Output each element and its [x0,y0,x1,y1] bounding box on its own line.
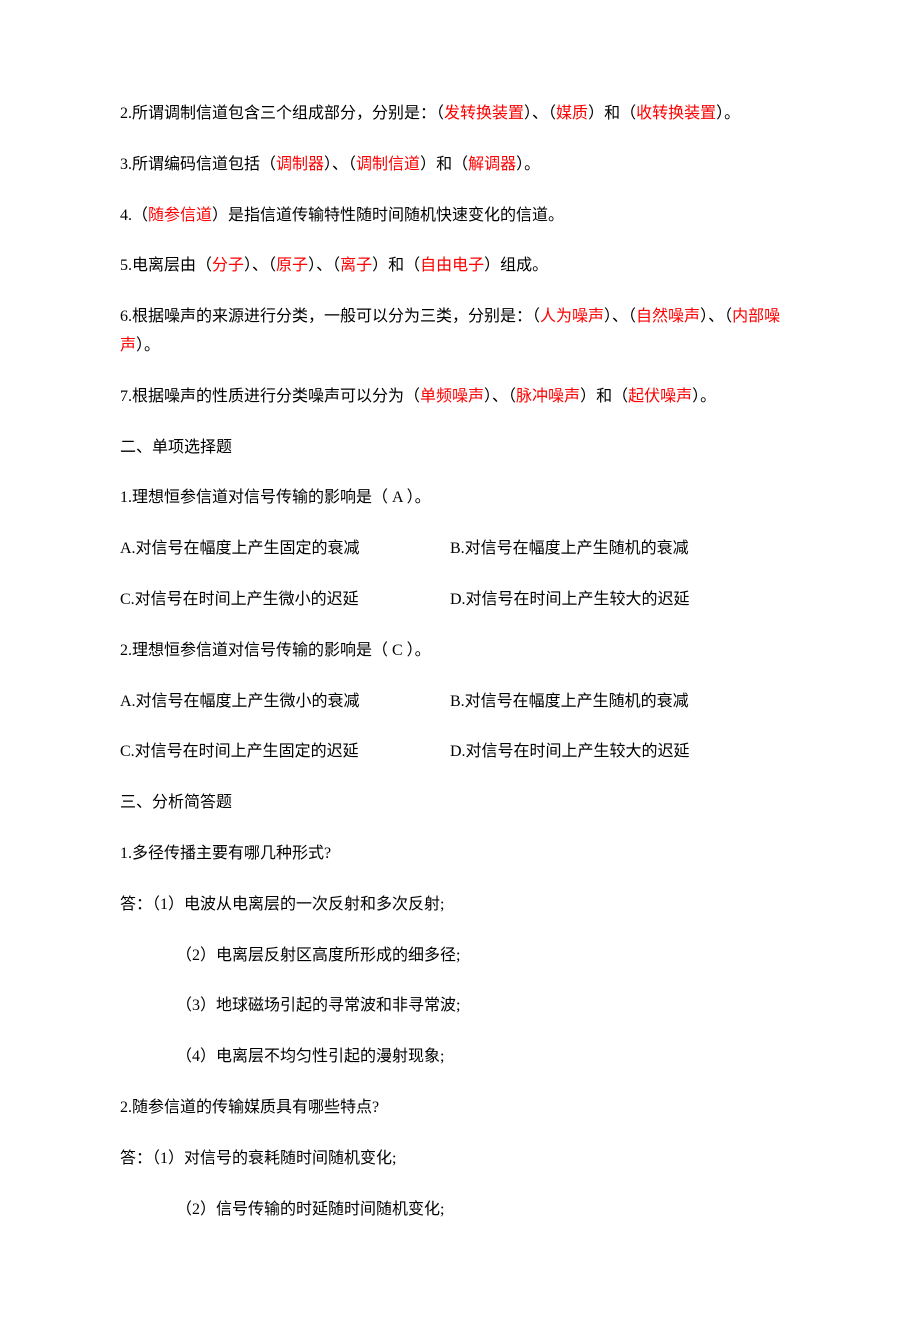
section3-title: 三、分析简答题 [120,789,800,818]
mc-q1-choice-a: A.对信号在幅度上产生固定的衰减 [120,535,450,564]
fill-q4-blank1: 随参信道 [148,207,212,224]
fill-q3-mid1: ）、（ [324,156,356,173]
mc-q2-choice-d: D.对信号在时间上产生较大的迟延 [450,738,800,767]
mc-q1-stem: 1.理想恒参信道对信号传输的影响是（ A ）。 [120,484,800,513]
sa-q1-a3: （3）地球磁场引起的寻常波和非寻常波; [120,992,800,1021]
fill-q2-mid2: ）和（ [588,105,636,122]
fill-q3-suffix: ）。 [516,156,540,173]
fill-q6-mid2: ）、（ [700,308,732,325]
fill-q6: 6.根据噪声的来源进行分类，一般可以分为三类，分别是：（人为噪声）、（自然噪声）… [120,303,800,361]
fill-q5-suffix: ）组成。 [484,257,548,274]
sa-q1-a4: （4）电离层不均匀性引起的漫射现象; [120,1043,800,1072]
fill-q5-mid3: ）和（ [372,257,420,274]
fill-q3-prefix: 3.所谓编码信道包括（ [120,156,276,173]
fill-q2-blank2: 媒质 [556,105,588,122]
fill-q5-mid2: ）、（ [308,257,340,274]
mc-q2-row-cd: C.对信号在时间上产生固定的迟延 D.对信号在时间上产生较大的迟延 [120,738,800,767]
fill-q3-mid2: ）和（ [420,156,468,173]
mc-q1-row-ab: A.对信号在幅度上产生固定的衰减 B.对信号在幅度上产生随机的衰减 [120,535,800,564]
fill-q5-prefix: 5.电离层由（ [120,257,212,274]
fill-q7-mid2: ）和（ [580,388,628,405]
fill-q2-mid1: ）、（ [524,105,556,122]
mc-q2-choice-c: C.对信号在时间上产生固定的迟延 [120,738,450,767]
fill-q5-blank2: 原子 [276,257,308,274]
fill-q6-prefix: 6.根据噪声的来源进行分类，一般可以分为三类，分别是：（ [120,308,540,325]
fill-q4-prefix: 4.（ [120,207,148,224]
sa-q2-answer-line1: 答：（1）对信号的衰耗随时间随机变化; [120,1145,800,1174]
fill-q7-blank3: 起伏噪声 [628,388,692,405]
fill-q4-suffix: ）是指信道传输特性随时间随机快速变化的信道。 [212,207,564,224]
fill-q6-mid1: ）、（ [604,308,636,325]
sa-q1-ans-prefix: 答： [120,896,152,913]
mc-q1-row-cd: C.对信号在时间上产生微小的迟延 D.对信号在时间上产生较大的迟延 [120,586,800,615]
fill-q3-blank1: 调制器 [276,156,324,173]
sa-q1-answer-line1: 答：（1）电波从电离层的一次反射和多次反射; [120,891,800,920]
fill-q7-blank1: 单频噪声 [420,388,484,405]
mc-q2-stem: 2.理想恒参信道对信号传输的影响是（ C ）。 [120,637,800,666]
section2-title: 二、单项选择题 [120,434,800,463]
fill-q5-blank3: 离子 [340,257,372,274]
sa-q2-stem: 2.随参信道的传输媒质具有哪些特点? [120,1094,800,1123]
mc-q2-choice-b: B.对信号在幅度上产生随机的衰减 [450,688,800,717]
mc-q2-row-ab: A.对信号在幅度上产生微小的衰减 B.对信号在幅度上产生随机的衰减 [120,688,800,717]
fill-q4: 4.（随参信道）是指信道传输特性随时间随机快速变化的信道。 [120,202,800,231]
sa-q1-a2: （2）电离层反射区高度所形成的细多径; [120,942,800,971]
sa-q2-a2: （2）信号传输的时延随时间随机变化; [120,1196,800,1225]
fill-q7-suffix: ）。 [692,388,716,405]
mc-q1-choice-d: D.对信号在时间上产生较大的迟延 [450,586,800,615]
fill-q6-blank1: 人为噪声 [540,308,604,325]
sa-q1-stem: 1.多径传播主要有哪几种形式? [120,840,800,869]
fill-q5-mid1: ）、（ [244,257,276,274]
mc-q1-choice-c: C.对信号在时间上产生微小的迟延 [120,586,450,615]
fill-q5: 5.电离层由（分子）、（原子）、（离子）和（自由电子）组成。 [120,252,800,281]
fill-q3-blank3: 解调器 [468,156,516,173]
mc-q2-choice-a: A.对信号在幅度上产生微小的衰减 [120,688,450,717]
fill-q7-prefix: 7.根据噪声的性质进行分类噪声可以分为（ [120,388,420,405]
sa-q2-ans-prefix: 答： [120,1150,152,1167]
fill-q3: 3.所谓编码信道包括（调制器）、（调制信道）和（解调器）。 [120,151,800,180]
fill-q5-blank4: 自由电子 [420,257,484,274]
fill-q3-blank2: 调制信道 [356,156,420,173]
fill-q5-blank1: 分子 [212,257,244,274]
fill-q2-prefix: 2.所谓调制信道包含三个组成部分，分别是：（ [120,105,444,122]
fill-q7: 7.根据噪声的性质进行分类噪声可以分为（单频噪声）、（脉冲噪声）和（起伏噪声）。 [120,383,800,412]
sa-q1-a1: （1）电波从电离层的一次反射和多次反射; [152,896,444,913]
fill-q7-mid1: ）、（ [484,388,516,405]
fill-q6-suffix: ）。 [136,337,160,354]
fill-q2-blank3: 收转换装置 [636,105,716,122]
mc-q1-choice-b: B.对信号在幅度上产生随机的衰减 [450,535,800,564]
fill-q6-blank2: 自然噪声 [636,308,700,325]
fill-q2: 2.所谓调制信道包含三个组成部分，分别是：（发转换装置）、（媒质）和（收转换装置… [120,100,800,129]
fill-q7-blank2: 脉冲噪声 [516,388,580,405]
fill-q2-suffix: ）。 [716,105,740,122]
fill-q2-blank1: 发转换装置 [444,105,524,122]
sa-q2-a1: （1）对信号的衰耗随时间随机变化; [152,1150,396,1167]
